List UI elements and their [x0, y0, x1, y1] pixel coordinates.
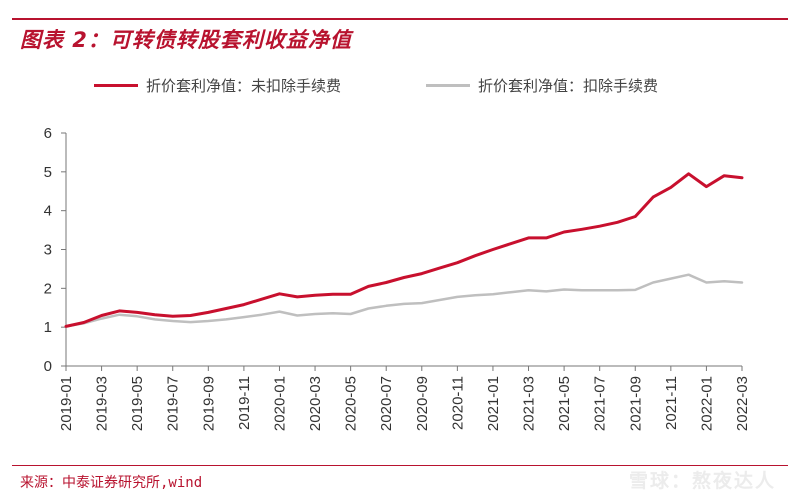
title-rule: [12, 18, 788, 20]
y-tick-label: 6: [44, 125, 52, 142]
x-tick-label: 2019-11: [236, 376, 253, 430]
y-tick-label: 1: [44, 319, 52, 336]
footer-rule: [12, 465, 788, 466]
x-axis-ticks: 2019-01 2019-03 2019-05 2019-07 2019-09 2019-…: [58, 366, 751, 431]
y-tick-label: 5: [44, 164, 52, 181]
x-tick-label: 2022-01: [698, 376, 715, 431]
legend-swatch-series-2: [426, 84, 470, 87]
series-line-1: [64, 172, 744, 328]
x-tick-label: 2021-07: [592, 376, 609, 431]
legend-label-series-2: 折价套利净值：扣除手续费: [478, 77, 659, 95]
legend-label-series-1: 折价套利净值：未扣除手续费: [146, 77, 342, 95]
x-tick-label: 2022-03: [734, 376, 751, 431]
x-tick-label: 2019-05: [129, 376, 146, 431]
series-line-2: [64, 273, 744, 328]
legend-item-series-1: 折价套利净值：未扣除手续费: [94, 75, 341, 96]
x-tick-label: 2021-11: [663, 376, 680, 430]
x-tick-label: 2020-07: [378, 376, 395, 431]
y-tick-label: 2: [44, 280, 52, 297]
x-tick-label: 2021-09: [627, 376, 644, 431]
y-tick-label: 0: [44, 358, 52, 375]
y-tick-label: 3: [44, 242, 52, 259]
x-tick-label: 2020-09: [414, 376, 431, 431]
legend-item-series-2: 折价套利净值：扣除手续费: [426, 75, 658, 96]
source-note: 来源：中泰证券研究所,wind: [20, 475, 203, 491]
watermark: 雪球：熬夜达人: [628, 470, 776, 492]
x-tick-label: 2019-09: [200, 376, 217, 431]
x-tick-label: 2019-07: [165, 376, 182, 431]
x-tick-label: 2021-01: [485, 376, 502, 431]
y-axis-ticks: 0 1 2 3 4 5 6: [44, 125, 66, 375]
x-tick-label: 2021-05: [556, 376, 573, 431]
x-tick-label: 2019-01: [58, 376, 75, 431]
legend-swatch-series-1: [94, 84, 138, 87]
chart-axes: [65, 133, 742, 367]
x-tick-label: 2020-05: [343, 376, 360, 431]
legend: 折价套利净值：未扣除手续费 折价套利净值：扣除手续费: [0, 75, 800, 105]
x-tick-label: 2020-11: [449, 376, 466, 430]
y-tick-label: 4: [44, 203, 52, 220]
x-tick-label: 2021-03: [521, 376, 538, 431]
series-lines: [64, 172, 744, 328]
x-tick-label: 2020-01: [271, 376, 288, 431]
chart-title: 图表 2：可转债转股套利收益净值: [20, 28, 352, 52]
x-tick-label: 2020-03: [307, 376, 324, 431]
x-tick-label: 2019-03: [94, 376, 111, 431]
